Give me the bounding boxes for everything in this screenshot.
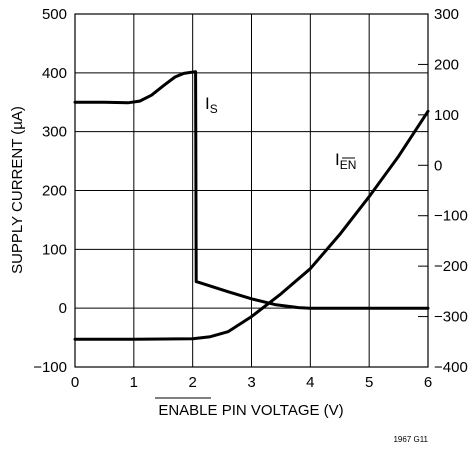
x-tick-label: 4 xyxy=(306,374,314,391)
y2-tick-label: 200 xyxy=(434,56,459,73)
series-label-ien: IEN xyxy=(335,150,356,172)
y-tick-label: 100 xyxy=(42,241,67,258)
series-lines xyxy=(73,70,430,341)
y-tick-label: −100 xyxy=(33,359,67,376)
x-axis-title-enable: ENABLE xyxy=(158,402,217,419)
x-tick-label: 5 xyxy=(365,374,373,391)
y2-tick-label: 0 xyxy=(434,157,442,174)
y-tick-label: 500 xyxy=(42,6,67,23)
x-axis-title: ENABLE PIN VOLTAGE (V) xyxy=(158,402,343,419)
x-tick-label: 0 xyxy=(71,374,79,391)
x-tick-label: 3 xyxy=(247,374,255,391)
y-tick-label: 200 xyxy=(42,183,67,200)
series-label-is: IS xyxy=(205,94,218,116)
x-tick-label: 1 xyxy=(130,374,138,391)
series-line-ien xyxy=(73,109,430,341)
y-tick-label: 300 xyxy=(42,124,67,141)
y2-tick-label: −100 xyxy=(434,208,468,225)
y2-tick-label: 100 xyxy=(434,107,459,124)
y2-tick-label: −400 xyxy=(434,359,468,376)
y2-tick-label: 300 xyxy=(434,6,459,23)
figure-footnote: 1967 G11 xyxy=(393,435,428,444)
plot-frame xyxy=(74,13,429,368)
x-tick-label: 6 xyxy=(424,374,432,391)
x-tick-label: 2 xyxy=(188,374,196,391)
y-axis-title: SUPPLY CURRENT (µA) xyxy=(9,106,26,274)
y2-tick-label: −300 xyxy=(434,309,468,326)
tick-labels: 0 1 2 3 4 5 6−1000100200300400500−400−300−200−… xyxy=(33,6,468,391)
y-tick-label: 0 xyxy=(59,300,67,317)
y-tick-label: 400 xyxy=(42,65,67,82)
x-axis-title-rest: PIN VOLTAGE (V) xyxy=(218,402,344,419)
series-line-is xyxy=(73,70,430,310)
y2-tick-label: −200 xyxy=(434,258,468,275)
